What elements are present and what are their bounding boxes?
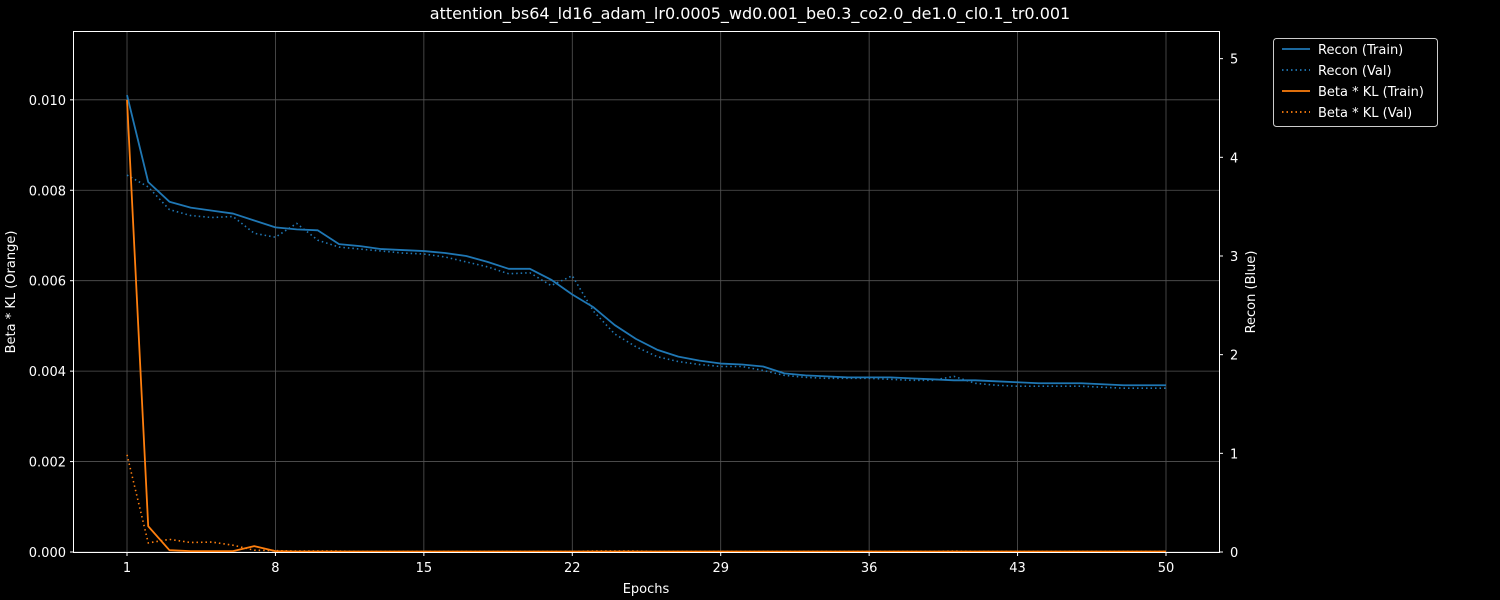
x-tick-label: 1 [123, 561, 131, 576]
right-y-tick-label: 4 [1230, 151, 1238, 166]
right-y-axis-title: Recon (Blue) [1244, 251, 1259, 334]
left-y-tick-label: 0.006 [29, 275, 66, 290]
x-tick-label: 36 [861, 561, 878, 576]
x-tick-label: 43 [1009, 561, 1026, 576]
left-y-tick-label: 0.008 [29, 184, 66, 199]
series-line-beta-kl-val [126, 454, 1166, 553]
series-line-recon-train [126, 94, 1166, 387]
legend-frame [1273, 38, 1438, 127]
legend-label: Recon (Val) [1318, 64, 1392, 79]
x-tick-label: 22 [564, 561, 581, 576]
chart-title: attention_bs64_ld16_adam_lr0.0005_wd0.00… [430, 4, 1070, 24]
right-y-tick-label: 3 [1230, 250, 1238, 265]
right-y-tick-label: 2 [1230, 349, 1238, 364]
plot-frame [73, 31, 1220, 553]
x-axis-title: Epochs [623, 582, 670, 597]
x-tick-label: 29 [712, 561, 729, 576]
left-y-axis-title: Beta * KL (Orange) [4, 231, 19, 354]
left-y-tick-label: 0.004 [29, 365, 66, 380]
legend-label: Beta * KL (Val) [1318, 106, 1412, 121]
left-y-tick-label: 0.000 [29, 546, 66, 561]
right-y-tick-label: 1 [1230, 447, 1238, 462]
right-y-tick-label: 5 [1230, 53, 1238, 68]
legend-label: Recon (Train) [1318, 43, 1403, 58]
x-axis: 1 8 15 22 29 36 43 50 [123, 552, 1174, 576]
left-y-tick-label: 0.010 [29, 94, 66, 109]
right-y-tick-label: 0 [1230, 546, 1238, 561]
right-y-axis: 0 1 2 3 4 5 [1219, 53, 1238, 561]
left-y-axis: 0.000 0.002 0.004 0.006 0.008 0.010 [29, 94, 74, 561]
left-y-tick-label: 0.002 [29, 456, 66, 471]
x-tick-label: 8 [271, 561, 279, 576]
x-tick-label: 15 [416, 561, 433, 576]
x-tick-label: 50 [1158, 561, 1175, 576]
legend: Recon (Train) Recon (Val) Beta * KL (Train… [1273, 38, 1438, 127]
series-layer [126, 94, 1166, 553]
series-line-recon-val [126, 174, 1166, 390]
legend-label: Beta * KL (Train) [1318, 85, 1424, 100]
